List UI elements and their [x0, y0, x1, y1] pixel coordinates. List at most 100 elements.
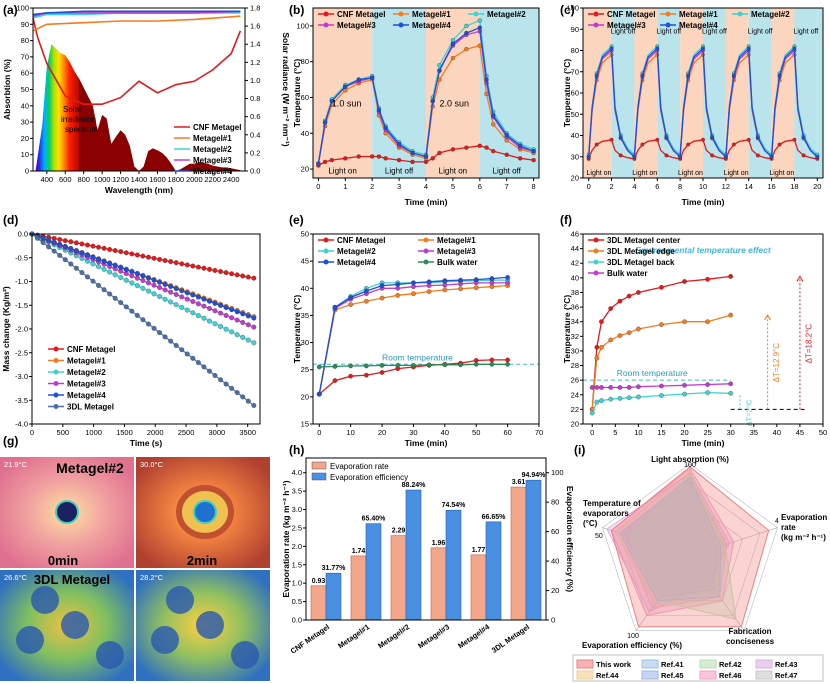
temp-point-3DL Metagel edge [608, 337, 614, 343]
radar-legend-swatch [699, 670, 717, 680]
panel-f-xtick-label: 10 [634, 428, 642, 437]
panel-h-right-ytick-label: 0 [551, 616, 555, 625]
temp-point-CNF Metagel [343, 156, 348, 161]
temp-point-Metagel#4 [329, 98, 334, 104]
efficiency-bar [485, 521, 502, 621]
mass-point-CNF Metagel [201, 265, 207, 271]
radar-area-This work [610, 466, 770, 628]
panel-a-legend-Metagel#3: Metagel#3 [193, 156, 232, 165]
temp-point-3DL Metagel center [728, 274, 734, 279]
panel-b-xtick-label: 2 [370, 182, 374, 191]
mass-point-Metagel#4 [123, 267, 129, 273]
panel-c-xtick-label: 18 [790, 182, 798, 191]
radar-legend-swatch [755, 659, 773, 669]
panel-c-ylabel: Temperature (°C) [562, 59, 572, 128]
mass-point-CNF Metagel [234, 272, 240, 278]
cycle-point-Metagel#4 [594, 73, 599, 78]
light-off-band [703, 8, 726, 178]
mass-point-3DL Metagel [40, 240, 46, 246]
temp-point-Metagel#4 [505, 275, 510, 280]
solar-spectrum-visible-area [35, 44, 84, 172]
panel-f-ylabel: Temperature (°C) [562, 295, 572, 364]
mass-point-CNF Metagel [195, 264, 201, 270]
panel-e-ytick-label: 20 [301, 392, 309, 401]
radar-legend-Ref.44: Ref.44 [596, 671, 619, 680]
mass-point-3DL Metagel [245, 398, 251, 404]
mass-point-Metagel#4 [146, 275, 151, 281]
cycle-point-Metagel#4 [640, 73, 645, 78]
panel-a-right-ytick-label: 1.0 [250, 76, 260, 85]
panel-d-xtick-label: 2000 [147, 428, 164, 437]
panel-a-ytick-label: 60 [21, 69, 29, 78]
panel-letter: (c) [560, 3, 575, 17]
mass-point-Metagel#4 [190, 292, 196, 298]
mass-point-Metagel#3 [212, 308, 218, 314]
temp-point-Bulk water [594, 385, 600, 390]
radar-area-Ref.43 [606, 472, 730, 613]
radar-legend-Ref.45: Ref.45 [661, 671, 684, 680]
mass-point-CNF Metagel [85, 242, 90, 248]
mass-point-Metagel#2 [184, 307, 190, 313]
mass-point-Metagel#4 [251, 315, 257, 321]
cold-region [166, 586, 194, 614]
category-label: Metagel#3 [416, 622, 451, 650]
cycle-point-CNF Metagel [755, 153, 760, 158]
temp-point-CNF Metagel [376, 154, 382, 159]
mass-point-Metagel#3 [168, 289, 174, 295]
radar-legend-swatch [576, 670, 594, 680]
mass-point-3DL Metagel [212, 373, 218, 378]
panel-b-legend-Metagel#3-swatch-dot [323, 22, 329, 28]
mass-point-Metagel#2 [240, 334, 246, 340]
radar-legend-Ref.41: Ref.41 [661, 660, 684, 669]
mass-point-Metagel#3 [179, 294, 185, 300]
panel-b-legend-Metagel#1: Metagel#1 [412, 10, 451, 19]
panel-e-xtick-label: 60 [503, 428, 511, 437]
panel-letter: (i) [574, 443, 585, 457]
radar-grid [619, 482, 761, 616]
temp-point-Metagel#1 [464, 47, 469, 52]
mass-point-CNF Metagel [129, 251, 135, 257]
mass-point-3DL Metagel [184, 351, 190, 357]
thermal-temperature: 26.6°C [4, 573, 28, 582]
temp-point-Metagel#4 [379, 283, 385, 288]
mass-point-CNF Metagel [73, 240, 79, 246]
mass-point-CNF Metagel [90, 243, 96, 249]
panel-e-legend-Metagel#2: Metagel#2 [337, 247, 376, 256]
temp-point-CNF Metagel [450, 147, 456, 152]
mass-point-Metagel#2 [123, 277, 129, 283]
temp-point-CNF Metagel [370, 154, 375, 159]
category-label: Metagel#1 [336, 622, 371, 650]
panel-a-xlabel: Wavelength (nm) [105, 185, 173, 195]
panel-d-ytick-label: -1.0 [15, 277, 28, 286]
panel-a-right-ytick-label: 0.2 [250, 148, 260, 157]
cold-region [96, 641, 124, 669]
temp-point-3DL Metagel back [617, 396, 623, 401]
absorption-line-CNF Metagel [32, 17, 242, 105]
cycle-point-Metagel#4 [723, 154, 728, 159]
cycle-point-CNF Metagel [801, 153, 806, 158]
temp-point-Metagel#3 [489, 280, 495, 286]
radar-grid [672, 537, 708, 572]
temp-point-Metagel#1 [426, 289, 432, 294]
panel-e-xtick-label: 30 [409, 428, 417, 437]
mass-point-3DL Metagel [151, 325, 157, 331]
efficiency-bar-label: 74.54% [442, 502, 467, 509]
panel-b-legend-Metagel#4: Metagel#4 [412, 21, 451, 30]
panel-h-ytick-label: 0.5 [292, 597, 302, 606]
cycle-point-Metagel#4 [792, 46, 797, 51]
mass-point-3DL Metagel [201, 364, 207, 370]
temp-point-3DL Metagel back [705, 390, 710, 395]
efficiency-bar-label: 66.65% [482, 514, 507, 521]
panel-c-light-off: Light off [656, 29, 681, 36]
panel-a-xtick-label: 1600 [149, 175, 166, 184]
light-off-band [794, 8, 818, 178]
temp-point-Metagel#4 [411, 280, 416, 286]
temp-point-Metagel#4 [426, 279, 432, 285]
panel-f-xtick-label: 45 [796, 428, 804, 437]
temp-point-Bulk water [599, 385, 604, 390]
panel-f-ytick-label: 40 [571, 273, 579, 282]
temp-point-3DL Metagel center [626, 293, 632, 299]
panel-b-label: Light off [385, 167, 414, 176]
panel-h-right-ytick-label: 80 [551, 498, 559, 507]
